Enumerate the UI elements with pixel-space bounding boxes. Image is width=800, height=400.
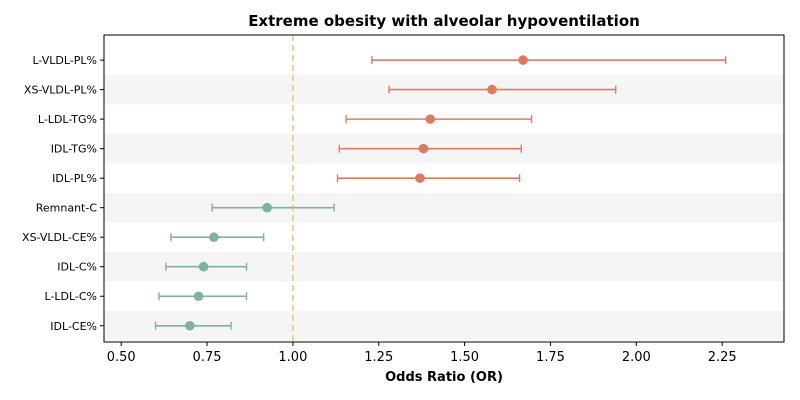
row-stripe bbox=[104, 192, 784, 223]
forest-row bbox=[154, 320, 232, 331]
x-tick-label: 2.25 bbox=[708, 350, 737, 365]
y-tick-label: L-VLDL-PL% bbox=[32, 54, 97, 67]
x-tick-label: 0.75 bbox=[193, 350, 222, 365]
x-tick-label: 1.25 bbox=[364, 350, 393, 365]
y-tick-label: L-LDL-TG% bbox=[38, 113, 97, 126]
x-axis-label: Odds Ratio (OR) bbox=[385, 370, 503, 385]
y-axis: L-VLDL-PL% XS-VLDL-PL% L-LDL-TG% IDL-TG% IDL… bbox=[22, 54, 104, 333]
odds-ratio-point bbox=[518, 55, 528, 65]
forest-row bbox=[345, 114, 533, 124]
forest-rows bbox=[154, 55, 727, 331]
odds-ratio-point bbox=[415, 173, 425, 183]
row-stripes bbox=[104, 74, 784, 341]
plot-frame bbox=[103, 34, 785, 343]
odds-ratio-point bbox=[418, 143, 429, 154]
x-axis: 0.50 0.75 1.00 1.25 1.50 1.75 2.00 2.25 bbox=[107, 342, 737, 365]
forest-row bbox=[158, 291, 248, 302]
odds-ratio-point bbox=[193, 291, 204, 302]
forest-row bbox=[165, 261, 248, 272]
odds-ratio-point bbox=[198, 261, 209, 272]
odds-ratio-point bbox=[209, 232, 219, 243]
x-tick-label: 1.00 bbox=[278, 350, 307, 365]
y-tick-label: IDL-CE% bbox=[50, 320, 97, 333]
odds-ratio-point bbox=[487, 84, 497, 95]
x-tick-label: 1.50 bbox=[450, 350, 479, 365]
forest-row bbox=[338, 143, 522, 154]
y-tick-label: IDL-TG% bbox=[51, 143, 97, 156]
y-tick-label: Remnant-C bbox=[36, 202, 98, 215]
y-tick-label: XS-VLDL-CE% bbox=[22, 231, 97, 244]
odds-ratio-point bbox=[185, 320, 195, 331]
forest-row bbox=[211, 202, 335, 213]
odds-ratio-point bbox=[262, 202, 272, 213]
forest-row bbox=[371, 55, 727, 65]
y-tick-label: XS-VLDL-PL% bbox=[24, 84, 97, 97]
chart-title: Extreme obesity with alveolar hypoventil… bbox=[248, 12, 640, 30]
x-tick-label: 1.75 bbox=[536, 350, 565, 365]
y-tick-label: IDL-C% bbox=[57, 261, 97, 274]
x-tick-label: 2.00 bbox=[622, 350, 651, 365]
x-tick-label: 0.50 bbox=[107, 350, 136, 365]
odds-ratio-point bbox=[425, 114, 436, 124]
forest-row bbox=[388, 84, 617, 95]
y-tick-label: IDL-PL% bbox=[52, 172, 97, 185]
y-tick-label: L-LDL-C% bbox=[44, 290, 97, 303]
forest-row bbox=[170, 232, 265, 243]
forest-row bbox=[336, 173, 521, 183]
